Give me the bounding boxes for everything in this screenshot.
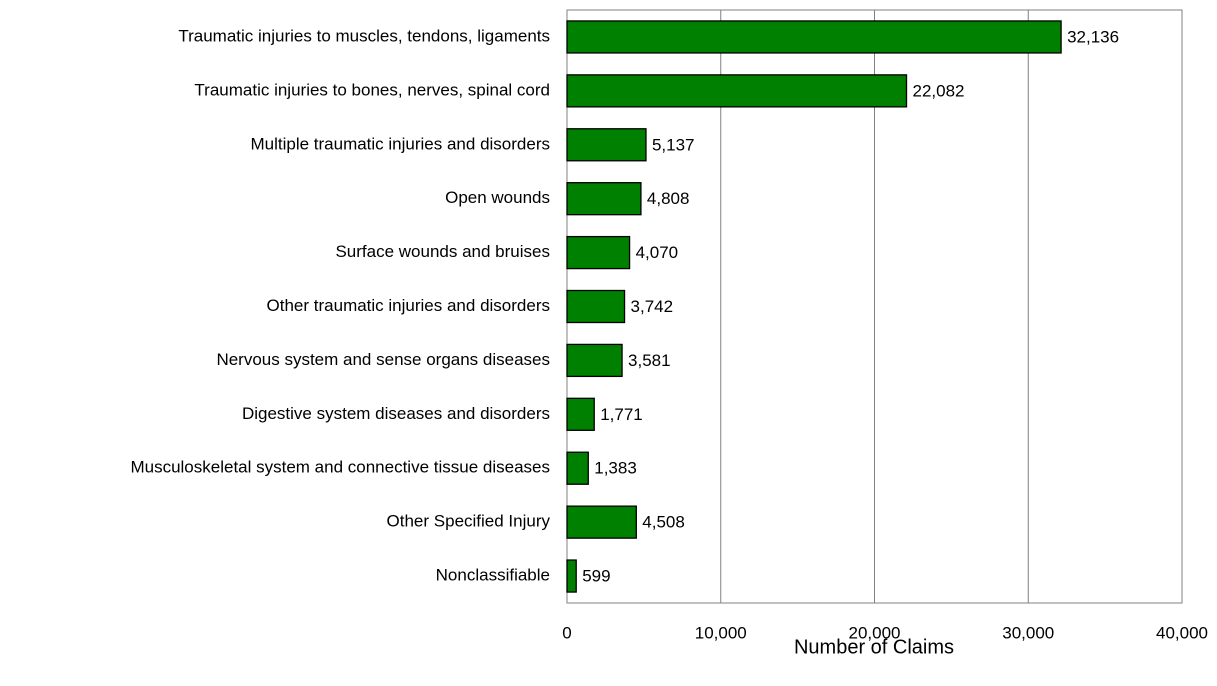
value-label: 32,136 — [1067, 27, 1119, 46]
y-tick-label: Traumatic injuries to bones, nerves, spi… — [194, 80, 550, 99]
value-label: 4,808 — [647, 189, 690, 208]
value-label: 4,070 — [636, 243, 679, 262]
x-tick-label: 0 — [562, 623, 571, 642]
y-tick-label: Surface wounds and bruises — [335, 242, 550, 261]
value-label: 1,771 — [600, 405, 643, 424]
y-tick-label: Nervous system and sense organs diseases — [216, 350, 550, 369]
value-label: 599 — [582, 567, 610, 586]
value-label: 3,581 — [628, 351, 671, 370]
y-tick-label: Traumatic injuries to muscles, tendons, … — [178, 26, 550, 45]
value-label: 3,742 — [631, 297, 674, 316]
bar — [566, 182, 642, 216]
bar — [566, 289, 626, 324]
x-tick-label: 20,000 — [849, 623, 901, 642]
bar — [566, 20, 1062, 54]
y-tick-label: Other Specified Injury — [387, 512, 551, 531]
y-tick-label: Nonclassifiable — [436, 566, 550, 585]
value-label: 5,137 — [652, 135, 695, 154]
y-tick-label: Other traumatic injuries and disorders — [267, 296, 550, 315]
x-tick-label: 10,000 — [695, 623, 747, 642]
x-tick-label: 40,000 — [1156, 623, 1208, 642]
bar — [566, 74, 908, 108]
y-tick-label: Digestive system diseases and disorders — [242, 404, 550, 423]
value-label: 1,383 — [594, 459, 637, 478]
y-tick-label: Multiple traumatic injuries and disorder… — [250, 134, 550, 153]
bar — [566, 451, 589, 485]
y-tick-label: Musculoskeletal system and connective ti… — [130, 458, 550, 477]
x-axis-label: Number of Claims — [794, 636, 954, 658]
value-label: 22,082 — [913, 81, 965, 100]
bar — [566, 559, 577, 593]
bar — [566, 343, 623, 378]
bar — [566, 505, 637, 539]
value-label: 4,508 — [642, 513, 685, 532]
bar — [566, 397, 595, 431]
x-tick-label: 30,000 — [1002, 623, 1054, 642]
bar — [566, 235, 631, 270]
y-tick-label: Open wounds — [445, 188, 550, 207]
bar — [566, 128, 647, 162]
